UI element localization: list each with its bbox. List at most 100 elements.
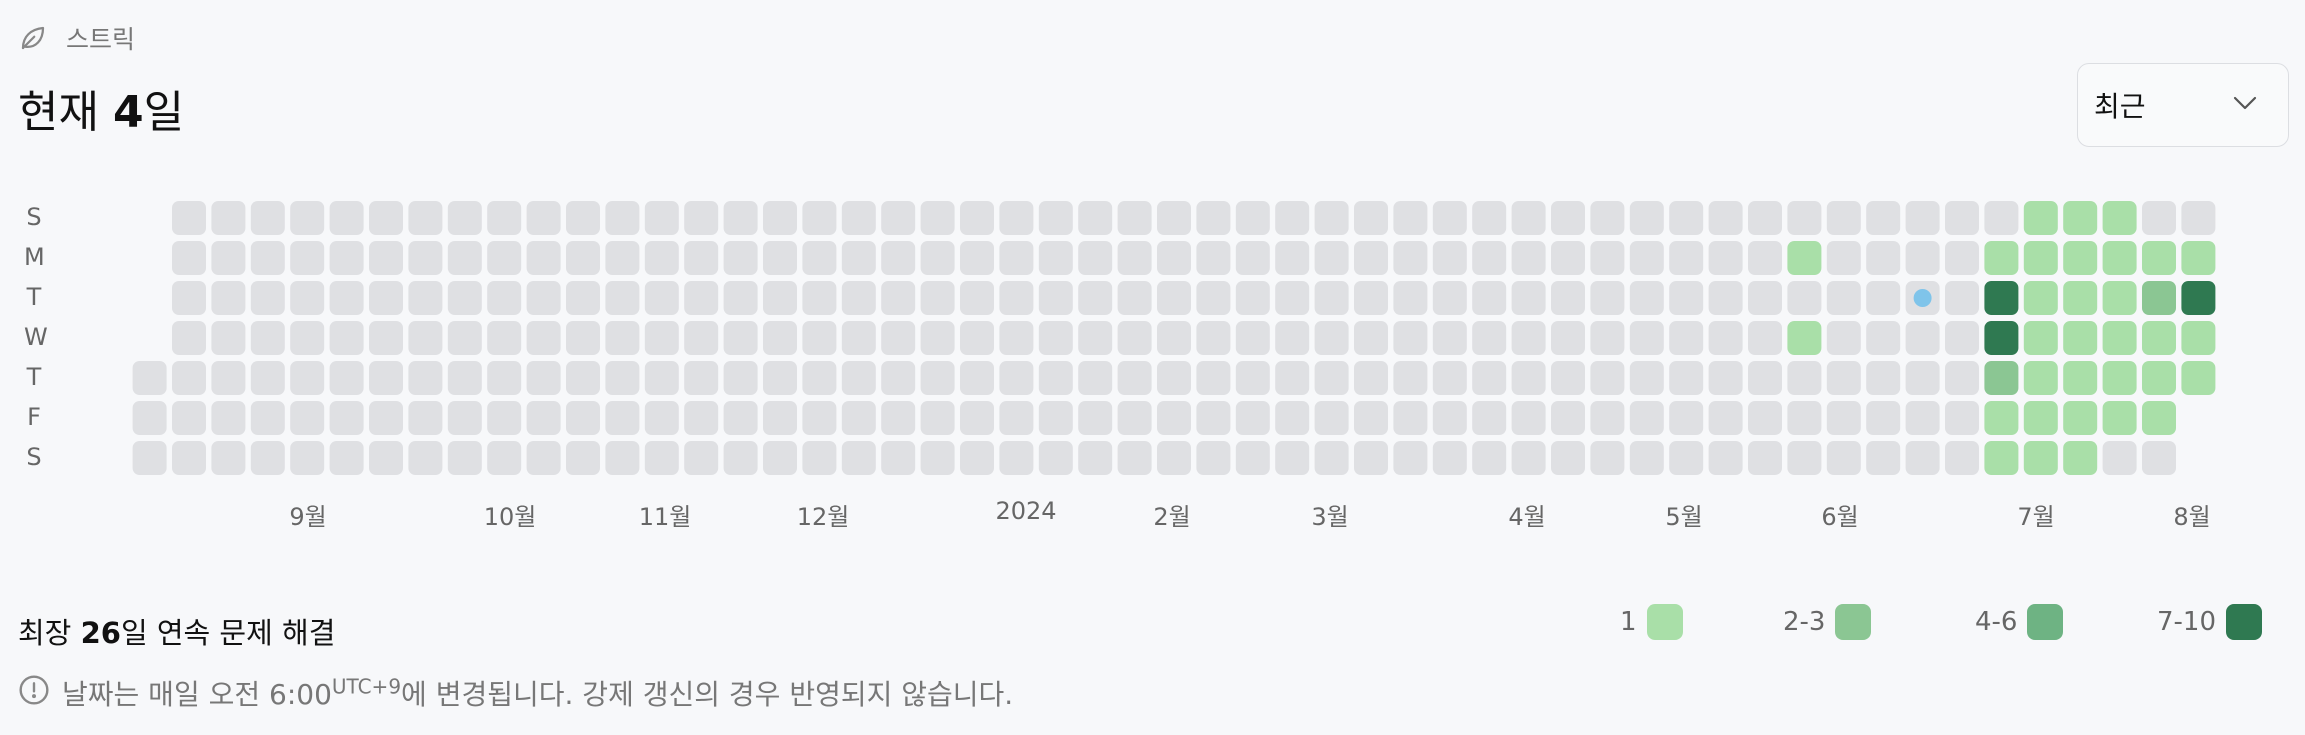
day-cell[interactable]: [1078, 241, 1113, 275]
day-cell[interactable]: [1826, 281, 1861, 315]
day-cell[interactable]: [1826, 361, 1861, 395]
day-cell[interactable]: [1787, 401, 1822, 435]
day-cell[interactable]: [1708, 321, 1743, 355]
day-cell[interactable]: [1629, 401, 1664, 435]
day-cell[interactable]: [369, 361, 403, 395]
day-cell[interactable]: [487, 321, 522, 355]
day-cell[interactable]: [802, 201, 837, 235]
day-cell[interactable]: [920, 321, 955, 355]
day-cell[interactable]: [1038, 361, 1073, 395]
day-cell[interactable]: [250, 401, 285, 435]
day-cell[interactable]: [2181, 281, 2216, 315]
day-cell[interactable]: [1157, 281, 1191, 315]
day-cell[interactable]: [447, 361, 482, 395]
day-cell[interactable]: [920, 401, 955, 435]
day-cell[interactable]: [684, 201, 719, 235]
day-cell[interactable]: [1078, 441, 1113, 475]
day-cell[interactable]: [1275, 401, 1310, 435]
day-cell[interactable]: [723, 361, 758, 395]
day-cell[interactable]: [999, 441, 1034, 475]
day-cell[interactable]: [526, 401, 561, 435]
day-cell[interactable]: [1117, 281, 1152, 315]
day-cell[interactable]: [1629, 441, 1664, 475]
day-cell[interactable]: [999, 201, 1034, 235]
day-cell[interactable]: [1511, 441, 1546, 475]
day-cell[interactable]: [1708, 241, 1743, 275]
day-cell[interactable]: [1472, 321, 1507, 355]
day-cell[interactable]: [447, 321, 482, 355]
day-cell[interactable]: [1787, 441, 1822, 475]
day-cell[interactable]: [211, 361, 246, 395]
day-cell[interactable]: [566, 321, 600, 355]
day-cell[interactable]: [2142, 321, 2176, 355]
day-cell[interactable]: [920, 241, 955, 275]
day-cell[interactable]: [999, 241, 1034, 275]
day-cell[interactable]: [2102, 441, 2137, 475]
day-cell[interactable]: [644, 321, 679, 355]
day-cell[interactable]: [802, 361, 837, 395]
day-cell[interactable]: [841, 281, 876, 315]
day-cell[interactable]: [999, 361, 1034, 395]
day-cell[interactable]: [566, 401, 600, 435]
day-cell[interactable]: [1866, 281, 1901, 315]
day-cell[interactable]: [920, 361, 955, 395]
day-cell[interactable]: [1511, 201, 1546, 235]
day-cell[interactable]: [329, 401, 364, 435]
day-cell[interactable]: [1117, 441, 1152, 475]
day-cell[interactable]: [2023, 201, 2058, 235]
day-cell[interactable]: [369, 321, 403, 355]
day-cell[interactable]: [920, 281, 955, 315]
day-cell[interactable]: [644, 281, 679, 315]
day-cell[interactable]: [644, 401, 679, 435]
day-cell[interactable]: [211, 321, 246, 355]
day-cell[interactable]: [132, 441, 167, 475]
day-cell[interactable]: [329, 281, 364, 315]
day-cell[interactable]: [1984, 241, 2019, 275]
day-cell[interactable]: [1669, 361, 1704, 395]
day-cell[interactable]: [2063, 441, 2098, 475]
day-cell[interactable]: [132, 361, 167, 395]
day-cell[interactable]: [920, 441, 955, 475]
day-cell[interactable]: [487, 201, 522, 235]
day-cell[interactable]: [1551, 241, 1585, 275]
day-cell[interactable]: [1905, 321, 1940, 355]
day-cell[interactable]: [290, 401, 325, 435]
day-cell[interactable]: [841, 241, 876, 275]
day-cell[interactable]: [1748, 441, 1782, 475]
day-cell[interactable]: [1078, 361, 1113, 395]
day-cell[interactable]: [1196, 401, 1231, 435]
day-cell[interactable]: [2142, 361, 2176, 395]
day-cell[interactable]: [1629, 361, 1664, 395]
day-cell[interactable]: [1078, 401, 1113, 435]
day-cell[interactable]: [1235, 321, 1270, 355]
day-cell[interactable]: [1275, 441, 1310, 475]
day-cell[interactable]: [172, 241, 206, 275]
day-cell[interactable]: [1945, 361, 1979, 395]
day-cell[interactable]: [2063, 361, 2098, 395]
day-cell[interactable]: [250, 201, 285, 235]
day-cell[interactable]: [369, 401, 403, 435]
day-cell[interactable]: [1393, 441, 1428, 475]
day-cell[interactable]: [526, 441, 561, 475]
day-cell[interactable]: [1354, 401, 1388, 435]
day-cell[interactable]: [1551, 281, 1585, 315]
day-cell[interactable]: [999, 321, 1034, 355]
day-cell[interactable]: [1866, 321, 1901, 355]
day-cell[interactable]: [1314, 281, 1349, 315]
day-cell[interactable]: [684, 401, 719, 435]
day-cell[interactable]: [1669, 201, 1704, 235]
day-cell[interactable]: [172, 441, 206, 475]
day-cell[interactable]: [960, 441, 994, 475]
day-cell[interactable]: [487, 361, 522, 395]
day-cell[interactable]: [172, 281, 206, 315]
day-cell[interactable]: [841, 201, 876, 235]
day-cell[interactable]: [1235, 401, 1270, 435]
day-cell[interactable]: [329, 201, 364, 235]
day-cell[interactable]: [1984, 201, 2019, 235]
day-cell[interactable]: [999, 401, 1034, 435]
day-cell[interactable]: [1117, 361, 1152, 395]
day-cell[interactable]: [1078, 281, 1113, 315]
day-cell[interactable]: [329, 241, 364, 275]
day-cell[interactable]: [920, 201, 955, 235]
day-cell[interactable]: [841, 361, 876, 395]
